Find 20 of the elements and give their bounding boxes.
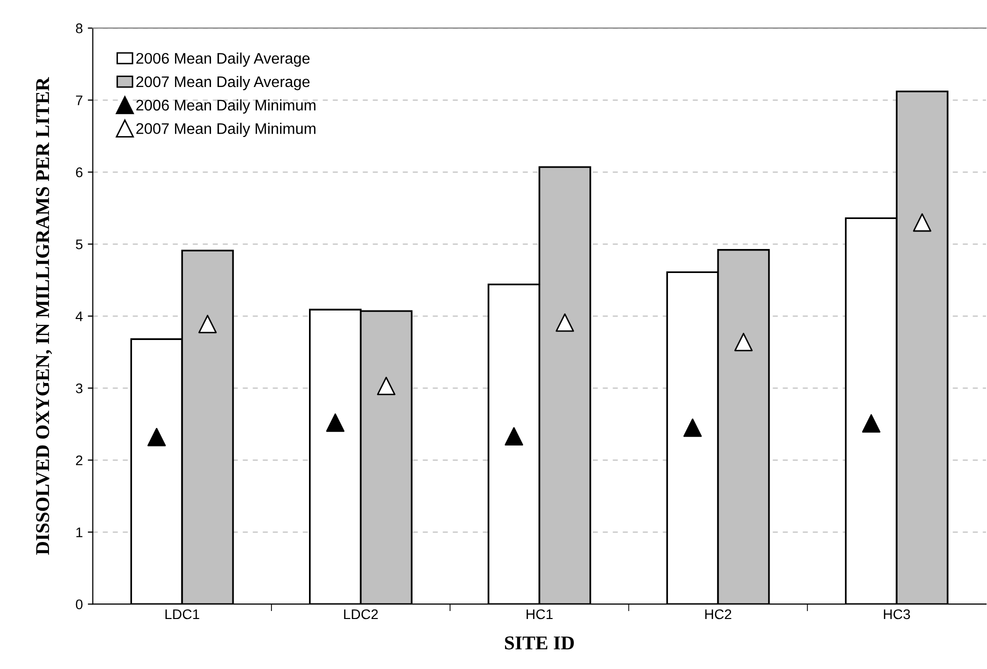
x-tick-label: LDC2 bbox=[344, 609, 378, 620]
legend-label: 2006 Mean Daily Average bbox=[136, 52, 310, 67]
legend-label: 2007 Mean Daily Minimum bbox=[136, 122, 316, 138]
y-tick-label: 6 bbox=[76, 167, 82, 178]
x-tick-label: HC2 bbox=[705, 609, 732, 620]
y-tick-label: 1 bbox=[76, 528, 82, 538]
y-tick-label: 2 bbox=[76, 455, 82, 466]
y-tick-label: 7 bbox=[76, 96, 82, 106]
x-axis-title: SITE ID bbox=[505, 636, 574, 650]
y-tick-label: 5 bbox=[76, 240, 82, 250]
legend-label: 2007 Mean Daily Average bbox=[136, 76, 310, 90]
y-tick-label: 3 bbox=[76, 383, 82, 394]
y-tick-label: 0 bbox=[76, 599, 83, 610]
x-tick-label: HC1 bbox=[526, 609, 553, 620]
y-axis-title: DISSOLVED OXYGEN, IN MILLIGRAMS PER LITER bbox=[36, 76, 52, 555]
y-tick-label: 4 bbox=[76, 312, 83, 322]
x-tick-label: HC3 bbox=[884, 609, 910, 620]
y-tick-label: 8 bbox=[76, 23, 82, 34]
x-tick-label: LDC1 bbox=[165, 609, 200, 620]
legend-label: 2006 Mean Daily Minimum bbox=[136, 99, 316, 114]
